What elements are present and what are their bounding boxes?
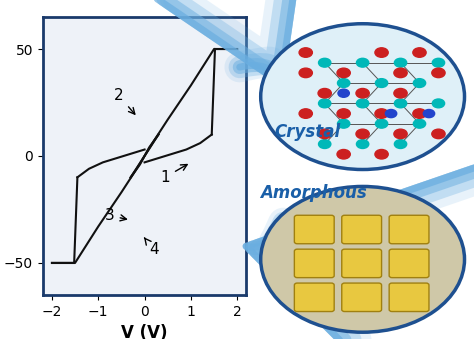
FancyBboxPatch shape — [294, 249, 334, 278]
FancyBboxPatch shape — [389, 215, 429, 244]
Circle shape — [394, 129, 407, 139]
Circle shape — [423, 109, 435, 118]
X-axis label: V (V): V (V) — [121, 324, 168, 339]
Circle shape — [337, 109, 350, 118]
Text: 1: 1 — [161, 164, 187, 185]
Circle shape — [299, 48, 312, 57]
FancyBboxPatch shape — [389, 249, 429, 278]
Text: 2: 2 — [114, 88, 135, 114]
Text: 3: 3 — [105, 208, 127, 223]
Circle shape — [318, 129, 331, 139]
FancyArrowPatch shape — [260, 164, 474, 339]
FancyArrowPatch shape — [253, 163, 474, 339]
Circle shape — [337, 79, 350, 87]
Circle shape — [356, 88, 369, 98]
Circle shape — [356, 58, 369, 67]
Circle shape — [261, 24, 465, 170]
FancyArrowPatch shape — [62, 0, 316, 77]
Circle shape — [432, 68, 445, 78]
FancyBboxPatch shape — [294, 215, 334, 244]
Text: Crystal: Crystal — [274, 123, 340, 141]
FancyBboxPatch shape — [342, 249, 382, 278]
Circle shape — [356, 140, 369, 148]
Circle shape — [413, 109, 426, 118]
Circle shape — [375, 149, 388, 159]
FancyArrowPatch shape — [246, 161, 474, 339]
Circle shape — [319, 140, 331, 148]
FancyArrowPatch shape — [55, 0, 310, 67]
Text: Amorphous: Amorphous — [260, 184, 366, 202]
FancyArrowPatch shape — [58, 0, 312, 70]
FancyBboxPatch shape — [342, 215, 382, 244]
Circle shape — [413, 119, 426, 128]
Circle shape — [318, 88, 331, 98]
Circle shape — [337, 149, 350, 159]
FancyArrowPatch shape — [64, 0, 318, 83]
FancyBboxPatch shape — [294, 283, 334, 312]
Circle shape — [432, 58, 445, 67]
Circle shape — [413, 48, 426, 57]
Circle shape — [356, 99, 369, 108]
Circle shape — [319, 99, 331, 108]
Circle shape — [432, 129, 445, 139]
Circle shape — [385, 109, 397, 118]
Circle shape — [432, 99, 445, 108]
Circle shape — [394, 99, 407, 108]
Circle shape — [337, 119, 350, 128]
Circle shape — [394, 68, 407, 78]
Circle shape — [375, 48, 388, 57]
Circle shape — [261, 186, 465, 332]
Circle shape — [394, 140, 407, 148]
Circle shape — [319, 58, 331, 67]
Circle shape — [299, 68, 312, 78]
Circle shape — [356, 129, 369, 139]
Circle shape — [375, 109, 388, 118]
FancyBboxPatch shape — [342, 283, 382, 312]
Text: 4: 4 — [145, 238, 159, 257]
Circle shape — [299, 109, 312, 118]
Circle shape — [394, 88, 407, 98]
Circle shape — [375, 79, 388, 87]
Circle shape — [413, 79, 426, 87]
Circle shape — [394, 58, 407, 67]
Circle shape — [375, 119, 388, 128]
FancyArrowPatch shape — [268, 166, 474, 339]
Circle shape — [338, 89, 349, 97]
FancyBboxPatch shape — [389, 283, 429, 312]
Circle shape — [337, 68, 350, 78]
